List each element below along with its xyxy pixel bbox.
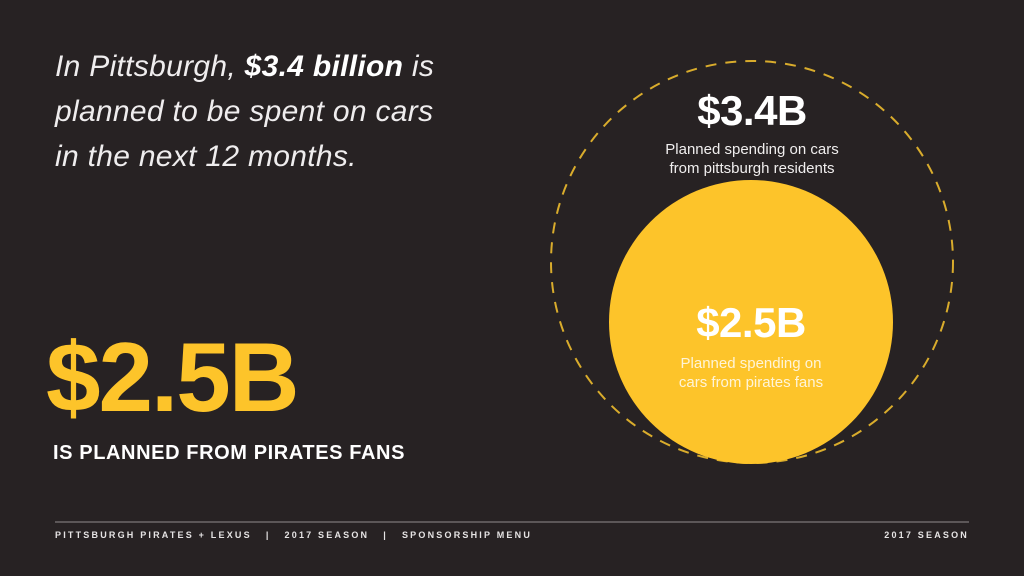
inner-bubble-caption: Planned spending on cars from pirates fa…	[609, 354, 893, 392]
outer-bubble-value: $3.4B	[697, 87, 807, 134]
inner-bubble-value: $2.5B	[696, 299, 806, 346]
inner-bubble-label: $2.5B Planned spending on cars from pira…	[609, 300, 893, 392]
footer-separator: |	[383, 530, 388, 540]
outer-bubble-caption: Planned spending on cars from pittsburgh…	[582, 140, 922, 178]
footer-separator: |	[265, 530, 271, 540]
inner-caption-line-2: cars from pirates fans	[678, 374, 824, 391]
highlight-value: $2.5B	[46, 322, 300, 432]
intro-line1-pre: In Pittsburgh,	[55, 50, 245, 83]
footer: PITTSBURGH PIRATES + LEXUS | 2017 SEASON…	[55, 530, 969, 540]
footer-season: 2017 SEASON	[284, 530, 370, 540]
inner-caption-line-1: Planned spending on	[680, 355, 822, 372]
footer-menu: SPONSORSHIP MENU	[401, 530, 533, 540]
intro-line-3: in the next 12 months.	[55, 140, 357, 173]
footer-right-season: 2017 SEASON	[884, 530, 969, 540]
intro-line-1: In Pittsburgh, $3.4 billion is	[55, 44, 434, 89]
outer-caption-line-2: from pittsburgh residents	[669, 160, 835, 177]
outer-bubble-dashed-circle	[550, 60, 954, 464]
inner-bubble-circle: $2.5B Planned spending on cars from pira…	[609, 180, 893, 464]
footer-left: PITTSBURGH PIRATES + LEXUS | 2017 SEASON…	[55, 530, 532, 540]
footer-divider	[55, 521, 969, 523]
intro-line1-post: is	[403, 50, 435, 83]
intro-paragraph: In Pittsburgh, $3.4 billion is planned t…	[55, 44, 434, 179]
intro-line-2: planned to be spent on cars	[55, 95, 434, 128]
footer-brand: PITTSBURGH PIRATES + LEXUS	[55, 530, 252, 540]
outer-caption-line-1: Planned spending on cars	[665, 141, 839, 158]
highlight-caption: IS PLANNED FROM PIRATES FANS	[53, 442, 406, 464]
intro-line1-bold: $3.4 billion	[244, 50, 404, 83]
outer-bubble-label: $3.4B Planned spending on cars from pitt…	[582, 88, 922, 178]
